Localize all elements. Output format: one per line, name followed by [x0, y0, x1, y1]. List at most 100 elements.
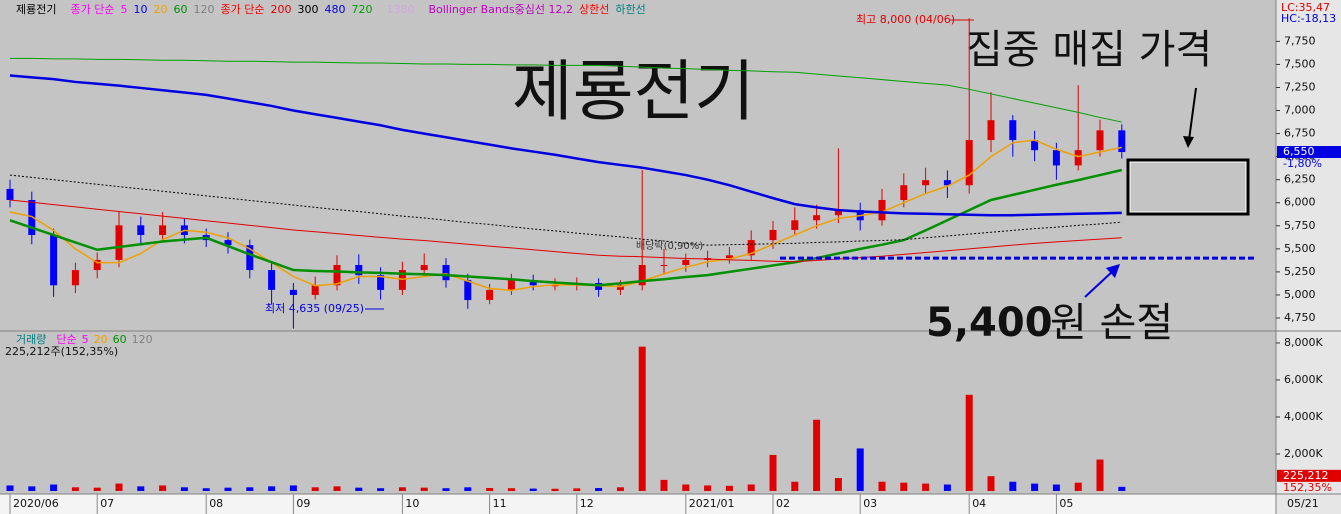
stop-loss-text: 원 손절	[1050, 300, 1173, 346]
legend-item: 720	[351, 3, 372, 16]
volume-bar	[355, 487, 363, 491]
candle-body	[507, 280, 515, 290]
volume-bar	[791, 481, 799, 491]
y-tick-label: 7,500	[1284, 57, 1316, 70]
volume-bar	[1009, 481, 1017, 491]
volume-bar	[246, 487, 254, 491]
x-tick-label: 04	[972, 497, 986, 510]
candle-body	[28, 199, 36, 236]
candle-body	[638, 264, 646, 286]
y-tick-label: 7,000	[1284, 104, 1316, 117]
volume-bar	[398, 487, 406, 491]
x-tick-label: 03	[863, 497, 877, 510]
volume-bar	[311, 487, 319, 491]
accumulation-box-inner	[1129, 161, 1247, 213]
candle-body	[115, 225, 123, 260]
volume-bar	[1031, 483, 1039, 491]
volume-bar	[747, 484, 755, 491]
volume-bar	[50, 484, 58, 491]
volume-bar	[987, 476, 995, 491]
volume-bar	[1118, 486, 1126, 491]
volume-bar	[442, 488, 450, 491]
volume-bar	[595, 488, 603, 491]
volume-bar	[922, 483, 930, 491]
volume-bar	[704, 485, 712, 491]
volume-bar	[224, 487, 232, 491]
volume-bar	[616, 487, 624, 491]
last-price-label: 6,550	[1283, 145, 1315, 158]
candle-body	[1074, 150, 1082, 166]
legend-item: 제룡전기	[16, 3, 56, 16]
candle-body	[900, 185, 908, 200]
x-tick-label: 2021/01	[689, 497, 735, 510]
legend-item: 480	[324, 3, 345, 16]
legend-item: 단순	[56, 333, 76, 346]
y-tick-label: 7,750	[1284, 34, 1316, 47]
legend-item: 60	[113, 333, 127, 346]
legend-item: 상한선	[579, 3, 609, 16]
lc-label: LC:35,47	[1281, 1, 1330, 14]
y-tick-label: 7,250	[1284, 80, 1316, 93]
volume-bar	[769, 454, 777, 491]
candle-body	[747, 240, 755, 256]
candle-body	[769, 229, 777, 241]
volume-bar	[377, 488, 385, 491]
candle-body	[268, 270, 276, 290]
volume-bar	[725, 485, 733, 491]
volume-bar	[289, 485, 297, 491]
candle-body	[1052, 150, 1060, 166]
volume-bar	[573, 488, 581, 491]
volume-bar	[900, 482, 908, 491]
ma-line	[9, 199, 1122, 263]
arrow-head	[1183, 136, 1194, 148]
volume-bar	[115, 483, 123, 491]
volume-bar	[202, 488, 210, 491]
legend-item: 300	[297, 3, 318, 16]
volume-summary: 225,212주(152,35%)	[5, 345, 118, 358]
candle-body	[1031, 140, 1039, 151]
candle-body	[834, 210, 842, 216]
low-note: 최저 4,635 (09/25)	[265, 302, 364, 315]
candle-body	[878, 199, 886, 221]
x-tick-label: 08	[209, 497, 223, 510]
candle-body	[289, 289, 297, 295]
legend-item: 120	[193, 3, 214, 16]
candle-body	[486, 289, 494, 301]
candle-body	[93, 259, 101, 271]
candle-body	[965, 140, 973, 186]
legend-item: 10	[133, 3, 147, 16]
x-tick-label: 12	[580, 497, 594, 510]
change-label: -1,80%	[1283, 157, 1322, 170]
candle-body	[50, 235, 58, 286]
volume-bar	[943, 484, 951, 491]
ma-line	[10, 57, 1122, 123]
x-tick-label: 09	[296, 497, 310, 510]
y-tick-label: 6,000	[1284, 196, 1316, 209]
chart-title: 제룡전기	[512, 53, 755, 130]
volume-bar	[551, 488, 559, 491]
candle-body	[529, 280, 537, 286]
plot-background	[0, 0, 1276, 494]
candle-body	[551, 285, 559, 287]
volume-bar	[420, 487, 428, 491]
candle-body	[224, 240, 232, 246]
legend-item: 5	[82, 333, 89, 346]
legend-item: 종가 단순	[70, 3, 114, 16]
volume-bar	[159, 485, 167, 491]
x-tick-label: 11	[493, 497, 507, 510]
y-tick-label: 6,250	[1284, 173, 1316, 186]
volume-bar	[6, 485, 14, 491]
legend-item: 종가 단순	[220, 3, 264, 16]
y-tick-label: 5,750	[1284, 219, 1316, 232]
volume-bar	[464, 487, 472, 491]
y-tick-label: 6,000K	[1284, 373, 1323, 386]
accumulation-note: 집중 매집 가격	[966, 27, 1212, 73]
volume-bar	[28, 486, 36, 491]
candle-body	[682, 259, 690, 265]
candle-body	[1009, 120, 1017, 141]
volume-bar	[660, 479, 668, 491]
legend-item: 120	[132, 333, 153, 346]
candle-body	[943, 180, 951, 186]
